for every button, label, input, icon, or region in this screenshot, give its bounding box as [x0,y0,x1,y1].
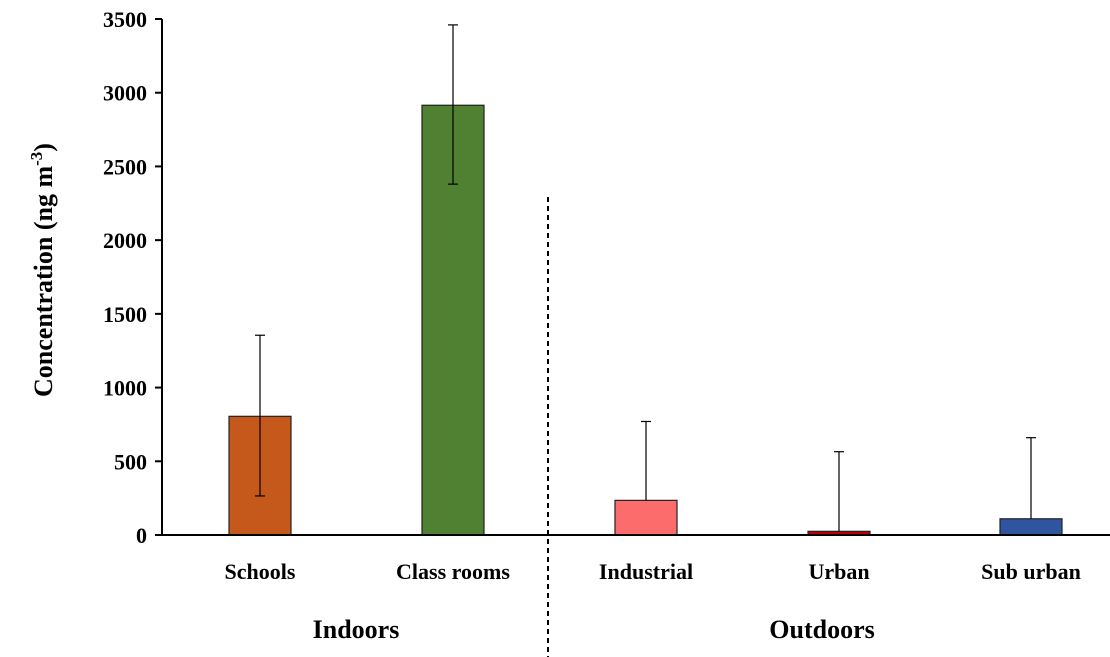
y-tick-label: 500 [114,449,147,474]
y-axis-title-close: ) [29,143,58,152]
x-tick-label: Urban [808,559,869,584]
y-tick-label: 1500 [103,302,147,327]
x-axis: Schools Class rooms Industrial Urban Sub urb… [162,534,1110,584]
group-label-indoors: Indoors [313,615,400,644]
x-tick-label: Industrial [599,559,693,584]
bar-sub-urban [999,518,1063,536]
x-tick-label: Schools [225,559,296,584]
y-tick-label: 1000 [103,376,147,401]
y-tick-label: 2000 [103,228,147,253]
y-axis-title-superscript: -3 [27,152,46,166]
bar-industrial [614,499,678,536]
y-axis-title-main: Concentration (ng m [29,166,58,397]
group-labels: Indoors Outdoors [313,615,875,644]
y-tick-label: 2500 [103,154,147,179]
y-axis: 0 500 1000 1500 2000 2500 3000 3500 [103,7,163,548]
y-tick-label: 3000 [103,81,147,106]
error-bars [255,24,1036,532]
x-tick-label: Sub urban [981,559,1081,584]
y-axis-title: Concentration (ng m-3) [27,143,58,397]
y-tick-label: 3500 [103,7,147,32]
group-label-outdoors: Outdoors [769,615,874,644]
x-tick-label: Class rooms [396,559,510,584]
y-tick-label: 0 [136,523,147,548]
